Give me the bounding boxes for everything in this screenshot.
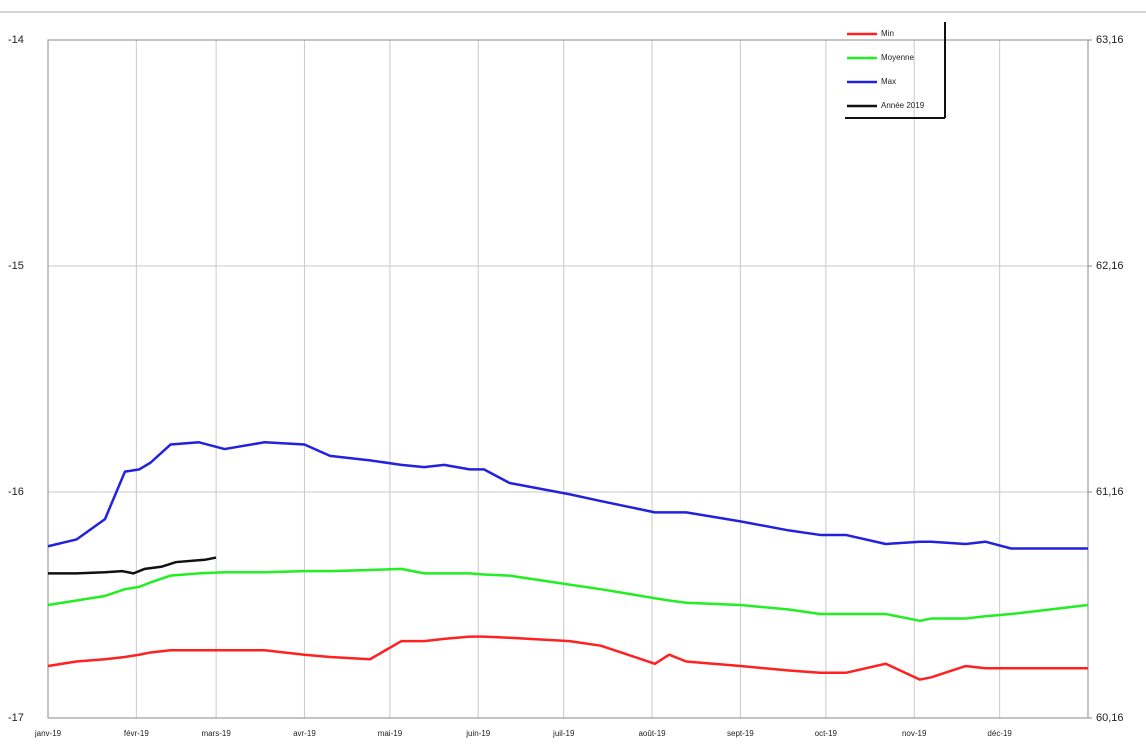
x-tick-label: févr-19 (124, 729, 149, 738)
y2-tick-label: 61,16 (1096, 486, 1124, 498)
x-tick-label: août-19 (638, 729, 666, 738)
x-tick-label: juil-19 (552, 729, 575, 738)
x-tick-label: déc-19 (987, 729, 1012, 738)
series-line (47, 635, 1088, 681)
series-line (47, 441, 1088, 550)
y-tick-label: -17 (8, 712, 24, 724)
x-tick-label: juin-19 (465, 729, 491, 738)
x-tick-label: mars-19 (201, 729, 231, 738)
x-tick-label: mai-19 (378, 729, 403, 738)
x-tick-label: nov-19 (902, 729, 927, 738)
plot-frame (47, 39, 1089, 719)
y-tick-label: -15 (8, 260, 24, 272)
series-line (48, 556, 217, 575)
x-tick-label: janv-19 (34, 729, 62, 738)
y2-tick-label: 63,16 (1096, 34, 1124, 46)
x-tick-label: oct-19 (815, 729, 838, 738)
y-tick-label: -14 (8, 34, 24, 46)
legend-label: Année 2019 (881, 101, 925, 110)
series-line (47, 567, 1089, 623)
legend-label: Moyenne (881, 53, 914, 62)
x-tick-label: sept-19 (727, 729, 754, 738)
legend-label: Max (881, 77, 896, 86)
y-tick-label: -16 (8, 486, 24, 498)
legend-label: Min (881, 29, 894, 38)
y2-tick-label: 60,16 (1096, 712, 1124, 724)
y2-tick-label: 62,16 (1096, 260, 1124, 272)
x-tick-label: avr-19 (293, 729, 316, 738)
